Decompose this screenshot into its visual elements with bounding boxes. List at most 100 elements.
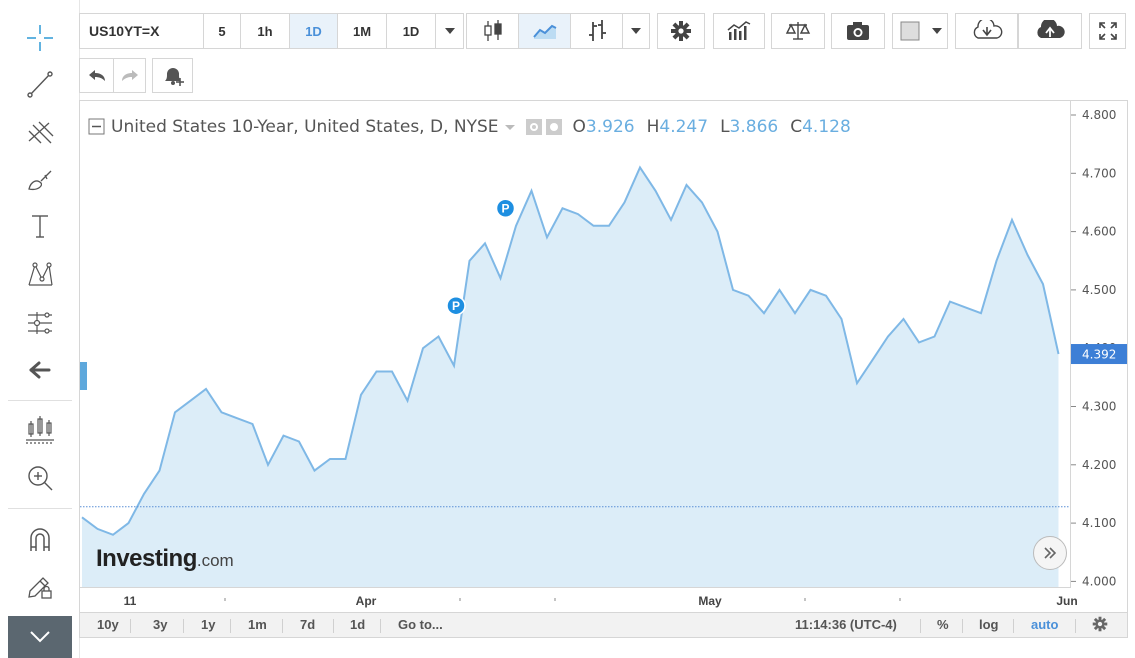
interval-button-1m[interactable]: 1M bbox=[337, 13, 387, 49]
interval-button-5[interactable]: 5 bbox=[203, 13, 241, 49]
back-arrow-icon[interactable] bbox=[19, 352, 61, 388]
interval-button-1h[interactable]: 1h bbox=[240, 13, 290, 49]
screenshot-button[interactable] bbox=[831, 13, 885, 49]
measure-tool-icon[interactable] bbox=[19, 304, 61, 340]
open-label: O bbox=[572, 117, 586, 137]
series-title: United States 10-Year, United States, D,… bbox=[111, 117, 499, 137]
event-marker-label: P bbox=[452, 299, 460, 313]
interval-button-1d[interactable]: 1D bbox=[289, 13, 338, 49]
chart-type-buttons bbox=[466, 13, 650, 49]
pane-resize-handle[interactable] bbox=[80, 362, 87, 390]
drawing-toolbar bbox=[0, 0, 80, 658]
symbol-label: US10YT=X bbox=[89, 23, 160, 39]
chevron-down-icon bbox=[30, 631, 50, 643]
toolbar-divider bbox=[8, 508, 72, 509]
price-tick-label: 4.200 bbox=[1082, 458, 1116, 472]
event-marker-circle[interactable] bbox=[446, 295, 466, 316]
price-tick-label: 4.800 bbox=[1082, 108, 1116, 122]
double-chevron-right-icon bbox=[1044, 547, 1057, 559]
scales-icon bbox=[785, 22, 811, 40]
clock-time[interactable]: 11:14:36 (UTC-4) bbox=[795, 617, 897, 632]
settings-button[interactable] bbox=[657, 13, 705, 49]
percent-scale-toggle[interactable]: % bbox=[937, 617, 949, 632]
time-axis: 11 Apr May Jun bbox=[124, 594, 1078, 608]
text-tool-icon[interactable] bbox=[19, 208, 61, 244]
price-scale[interactable]: 4.8004.7004.6004.5004.4004.3004.2004.100… bbox=[1071, 100, 1128, 588]
range-1m[interactable]: 1m bbox=[248, 617, 267, 632]
goto-date-button[interactable]: Go to... bbox=[398, 617, 443, 632]
bars-chart-button[interactable] bbox=[570, 13, 623, 49]
time-scale[interactable]: 11 Apr May Jun bbox=[79, 588, 1128, 612]
fullscreen-button[interactable] bbox=[1089, 13, 1126, 49]
template-dropdown[interactable] bbox=[892, 13, 948, 49]
toolbar-divider bbox=[8, 400, 72, 401]
magnet-icon[interactable] bbox=[19, 522, 61, 558]
chart-type-dropdown[interactable] bbox=[622, 13, 650, 49]
add-alert-button[interactable] bbox=[152, 58, 193, 93]
pattern-tool-icon[interactable] bbox=[19, 256, 61, 292]
compare-button[interactable] bbox=[771, 13, 825, 49]
camera-icon bbox=[847, 22, 869, 40]
price-tick-label: 4.000 bbox=[1082, 574, 1116, 588]
price-axis: 4.8004.7004.6004.5004.4004.3004.2004.100… bbox=[1071, 108, 1127, 588]
fib-tool-icon[interactable] bbox=[19, 114, 61, 150]
series-settings-icons[interactable] bbox=[525, 118, 565, 136]
cloud-upload-icon bbox=[1037, 20, 1065, 38]
range-1d[interactable]: 1d bbox=[350, 617, 366, 632]
crosshair-icon[interactable] bbox=[19, 20, 61, 56]
event-marker[interactable]: P bbox=[495, 198, 516, 218]
low-value: 3.866 bbox=[729, 117, 779, 137]
separator bbox=[230, 619, 231, 633]
price-tick-label: 4.700 bbox=[1082, 166, 1116, 180]
save-chart-button[interactable] bbox=[1018, 13, 1082, 49]
log-scale-toggle[interactable]: log bbox=[979, 617, 999, 632]
collapse-legend-icon[interactable] bbox=[88, 118, 106, 136]
current-price-tag bbox=[1071, 344, 1127, 365]
zoom-in-icon[interactable] bbox=[19, 460, 61, 496]
caret-down-icon[interactable] bbox=[503, 122, 517, 132]
range-3y[interactable]: 3y bbox=[153, 617, 168, 632]
interval-buttons: 5 1h 1D 1M 1D bbox=[203, 13, 464, 49]
undo-button[interactable] bbox=[79, 58, 114, 93]
cloud-download-icon bbox=[973, 20, 1002, 39]
load-chart-button[interactable] bbox=[955, 13, 1018, 49]
scale-settings-button[interactable] bbox=[1092, 616, 1108, 635]
symbol-search-input[interactable]: US10YT=X bbox=[79, 13, 204, 49]
scroll-to-realtime-button[interactable] bbox=[1033, 536, 1067, 570]
area-chart-button[interactable] bbox=[518, 13, 571, 49]
indicators-button[interactable] bbox=[713, 13, 765, 49]
interval-dropdown-toggle[interactable] bbox=[435, 13, 464, 49]
time-tick-label: May bbox=[698, 594, 722, 608]
low-label: L bbox=[720, 117, 730, 137]
auto-scale-toggle[interactable]: auto bbox=[1031, 617, 1059, 632]
lock-drawings-icon[interactable] bbox=[19, 568, 61, 604]
candles-chart-button[interactable] bbox=[466, 13, 519, 49]
indicators-chart-icon bbox=[727, 21, 751, 40]
event-marker-circle[interactable] bbox=[495, 198, 516, 218]
investing-logo: Investing.com bbox=[96, 545, 234, 573]
range-7d[interactable]: 7d bbox=[300, 617, 316, 632]
interval-dropdown-button[interactable]: 1D bbox=[386, 13, 436, 49]
logo-brand: Investing bbox=[96, 545, 197, 572]
time-tick-label: 11 bbox=[124, 594, 137, 608]
range-1y[interactable]: 1y bbox=[201, 617, 216, 632]
event-marker[interactable]: P bbox=[446, 295, 466, 316]
trend-line-icon[interactable] bbox=[19, 66, 61, 102]
area-fill bbox=[82, 167, 1059, 587]
brush-icon[interactable] bbox=[19, 162, 61, 198]
price-tick-label: 4.500 bbox=[1082, 283, 1116, 297]
range-10y[interactable]: 10y bbox=[97, 617, 119, 632]
separator bbox=[183, 619, 184, 633]
price-tick-label: 4.600 bbox=[1082, 225, 1116, 239]
collapse-toolbar-button[interactable] bbox=[8, 616, 72, 658]
gear-icon bbox=[671, 21, 691, 41]
redo-button[interactable] bbox=[113, 58, 146, 93]
high-label: H bbox=[646, 117, 660, 137]
price-tick-label: 4.100 bbox=[1082, 516, 1116, 530]
high-value: 4.247 bbox=[659, 117, 709, 137]
indicators-icon[interactable] bbox=[19, 412, 61, 448]
time-tick-label: Jun bbox=[1056, 594, 1077, 608]
price-chart: PP bbox=[80, 165, 1070, 587]
current-price-label: 4.392 bbox=[1082, 348, 1116, 362]
